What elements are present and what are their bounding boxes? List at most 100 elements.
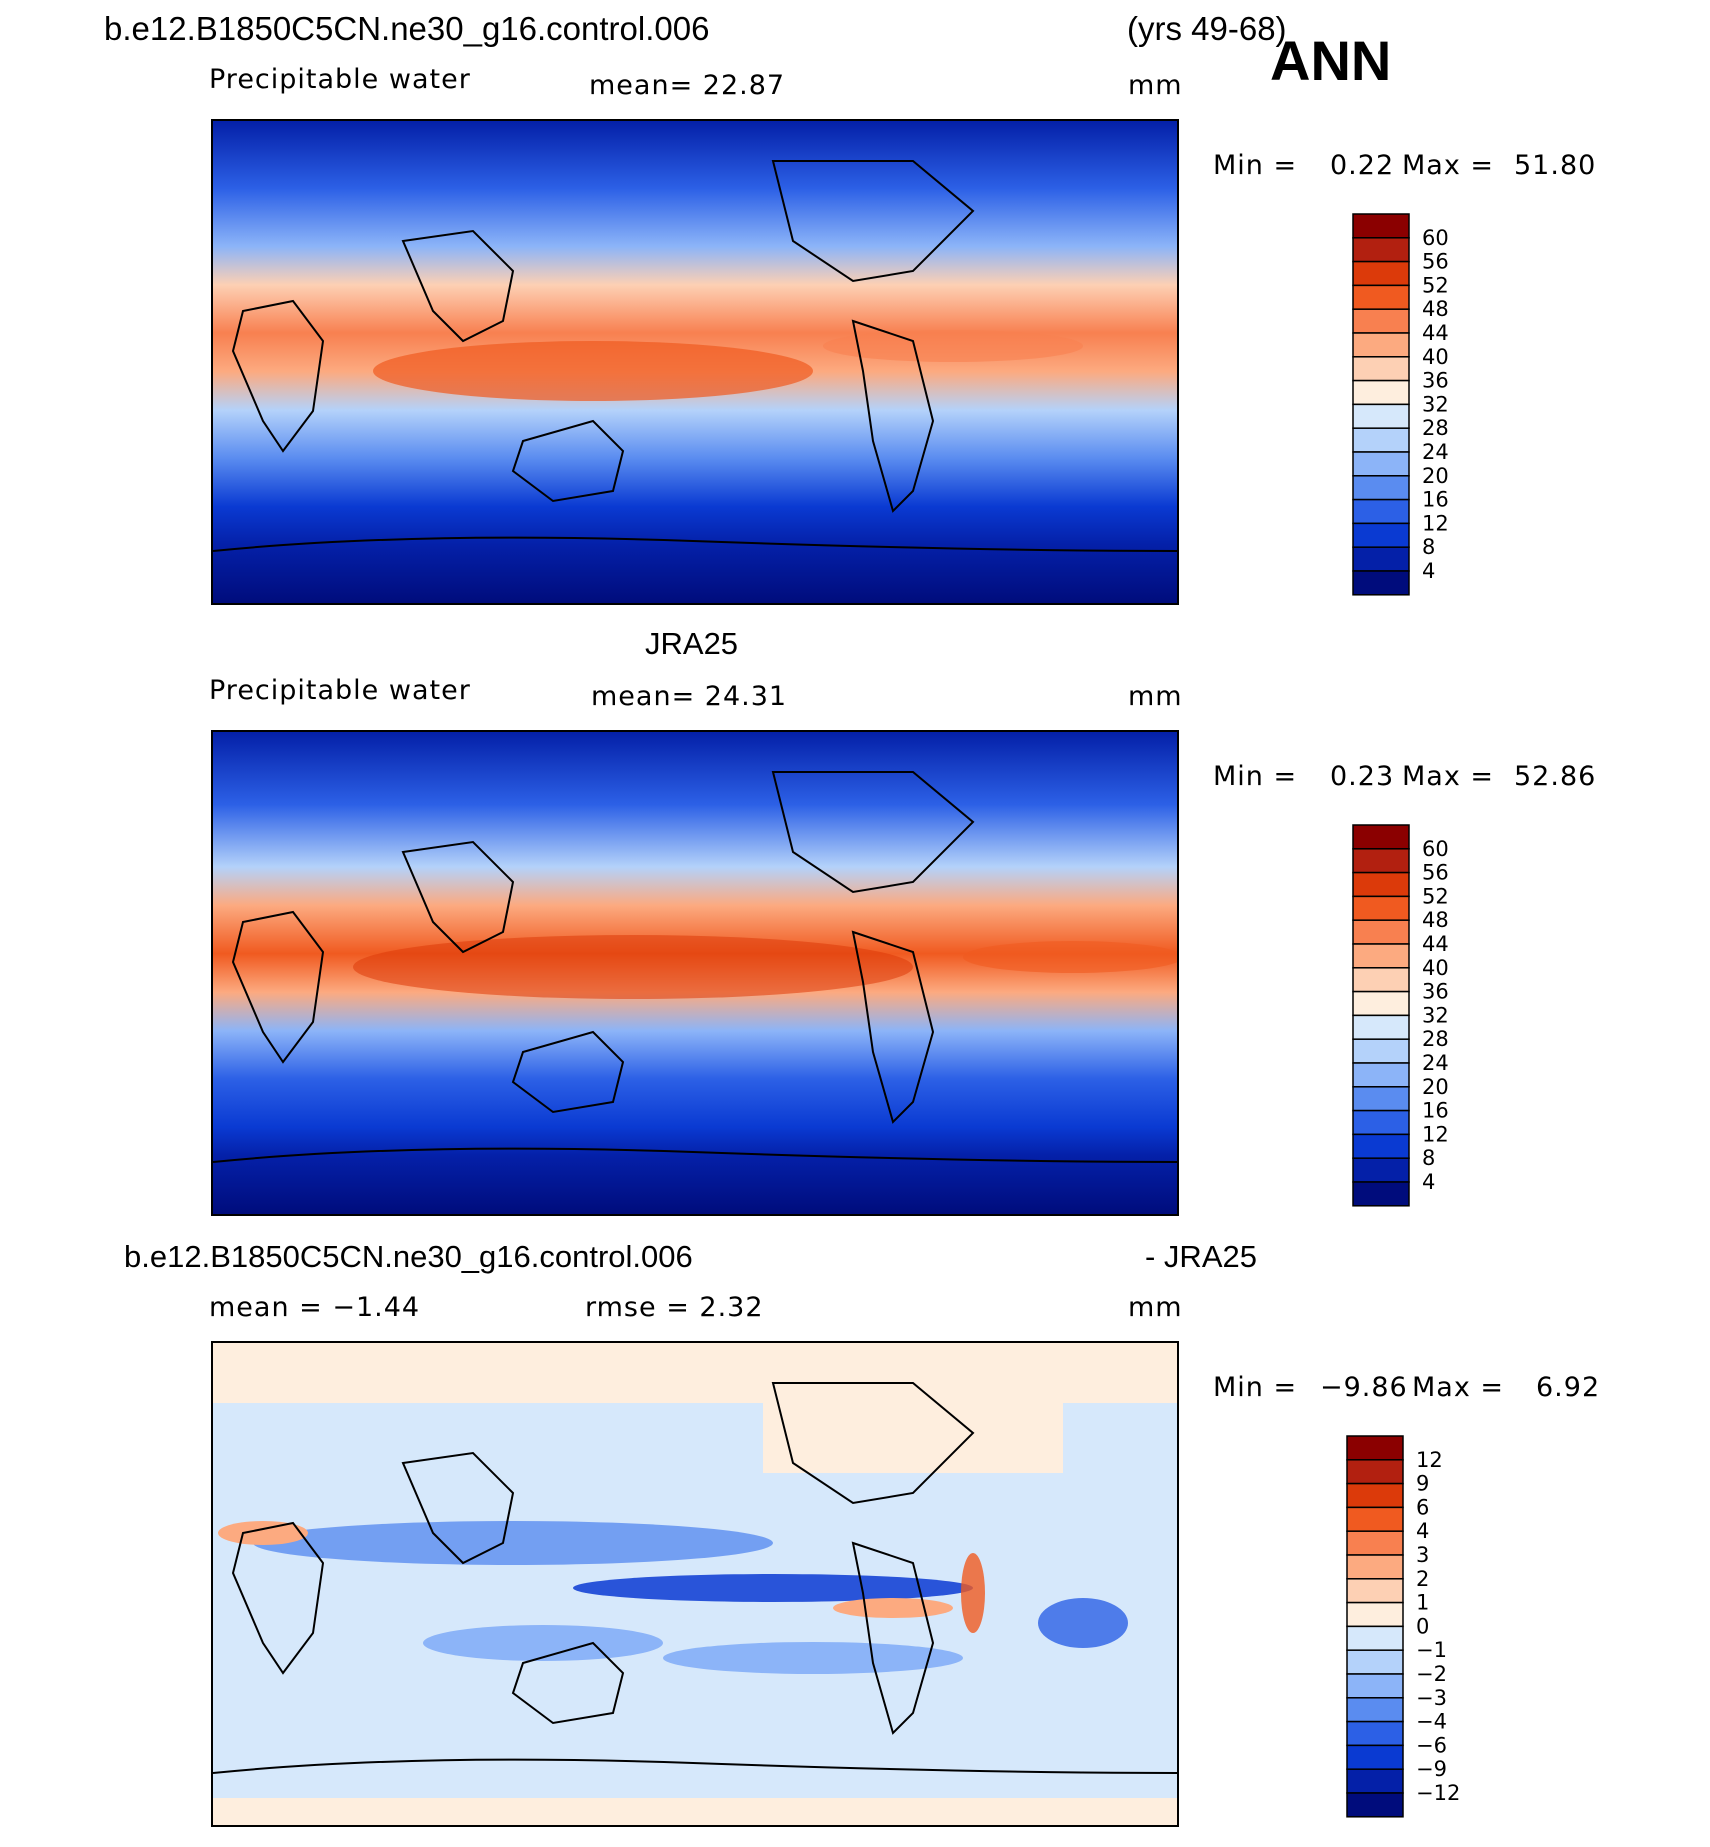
colorbar-tick-label: 4: [1422, 1170, 1435, 1194]
colorbar-segment: [1352, 498, 1410, 525]
colorbar-segment: [1352, 848, 1410, 874]
colorbar-tick-label: 1: [1416, 1591, 1429, 1615]
colorbar-tick-label: −2: [1416, 1662, 1447, 1686]
panel2-colorbar: 60 56 52 48 44 40 36 32 28 24 20 16 12 8 4: [1352, 824, 1482, 1209]
colorbar-tick-label: 12: [1416, 1448, 1443, 1472]
panel2-variable-label: Precipitable water: [209, 675, 471, 706]
colorbar-tick-label: 52: [1422, 884, 1449, 908]
colorbar-segment: [1352, 1109, 1410, 1136]
panel1-map: [211, 119, 1179, 605]
colorbar-tick-label: −4: [1416, 1710, 1447, 1734]
panel3-title-right: - JRA25: [1145, 1239, 1257, 1274]
colorbar-segment: [1346, 1601, 1404, 1628]
season-label: ANN: [1270, 29, 1392, 92]
colorbar-tick-label: 48: [1422, 297, 1449, 321]
colorbar-segment: [1352, 1133, 1410, 1159]
colorbar-segment: [1346, 1482, 1404, 1509]
colorbar-segment: [1346, 1720, 1404, 1747]
colorbar-segment: [1352, 943, 1410, 969]
panel2-mean-label: mean= 24.31: [591, 681, 788, 712]
colorbar-segment: [1352, 1062, 1410, 1088]
colorbar-tick-label: 24: [1422, 440, 1449, 464]
colorbar-segment: [1352, 356, 1410, 382]
colorbar-segment: [1352, 379, 1410, 406]
colorbar-segment: [1352, 332, 1410, 358]
panel2-min-label: Min =: [1213, 761, 1298, 792]
colorbar-tick-label: 44: [1422, 321, 1449, 345]
colorbar-segment: [1346, 1459, 1404, 1485]
colorbar-tick-label: 24: [1422, 1051, 1449, 1075]
colorbar-segment: [1352, 895, 1410, 921]
colorbar-segment: [1352, 308, 1410, 334]
colorbar-tick-label: −1: [1416, 1638, 1447, 1662]
colorbar-segment: [1352, 546, 1410, 572]
colorbar-segment: [1352, 427, 1410, 453]
colorbar-segment: [1352, 967, 1410, 993]
panel3-min-label: Min =: [1213, 1372, 1298, 1403]
colorbar-tick-label: 56: [1422, 250, 1449, 274]
panel2-map: [211, 730, 1179, 1216]
colorbar-segment: [1352, 403, 1410, 429]
colorbar-segment: [1346, 1673, 1404, 1699]
panel1-variable-label: Precipitable water: [209, 64, 471, 95]
colorbar-segment: [1346, 1649, 1404, 1675]
colorbar-tick-label: 40: [1422, 956, 1449, 980]
colorbar-tick-label: 16: [1422, 1099, 1449, 1123]
colorbar-segment: [1352, 237, 1410, 263]
colorbar-tick-label: 52: [1422, 273, 1449, 297]
colorbar-tick-label: 60: [1422, 226, 1449, 250]
colorbar-tick-label: 4: [1416, 1519, 1429, 1543]
years-label: (yrs 49-68): [1127, 10, 1287, 47]
colorbar-segment: [1346, 1625, 1404, 1651]
panel3-colorbar: 12 9 6 4 3 2 1 0 −1 −2 −3 −4 −6 −9 −12: [1346, 1435, 1476, 1820]
colorbar-tick-label: 44: [1422, 932, 1449, 956]
colorbar-segment: [1352, 522, 1410, 548]
colorbar-tick-label: −9: [1416, 1757, 1447, 1781]
panel1-min-value: 0.22: [1330, 150, 1395, 181]
panel3-mean-label: mean = −1.44: [209, 1292, 421, 1323]
colorbar-segment: [1346, 1506, 1404, 1532]
panel2-min-value: 0.23: [1330, 761, 1395, 792]
colorbar-segment: [1352, 1014, 1410, 1040]
panel2-max-label: Max =: [1402, 761, 1495, 792]
panel3-max-value: 6.92: [1536, 1372, 1601, 1403]
panel3-units-label: mm: [1128, 1292, 1183, 1323]
colorbar-segment: [1352, 451, 1410, 477]
colorbar-tick-label: 48: [1422, 908, 1449, 932]
colorbar-tick-label: 4: [1422, 559, 1435, 583]
colorbar-segment: [1346, 1768, 1404, 1794]
panel1-mean-label: mean= 22.87: [589, 70, 786, 101]
colorbar-segment: [1352, 824, 1410, 850]
colorbar-tick-label: 28: [1422, 416, 1449, 440]
case-name-title: b.e12.B1850C5CN.ne30_g16.control.006: [104, 10, 710, 47]
colorbar-segment: [1346, 1697, 1404, 1723]
colorbar-segment: [1352, 1157, 1410, 1183]
colorbar-segment: [1352, 260, 1410, 287]
colorbar-segment: [1352, 213, 1410, 239]
panel1-min-label: Min =: [1213, 150, 1298, 181]
colorbar-tick-label: −12: [1416, 1781, 1460, 1805]
panel2-title: JRA25: [645, 626, 739, 661]
colorbar-segment: [1346, 1578, 1404, 1604]
colorbar-tick-label: 12: [1422, 1122, 1449, 1146]
panel1-units-label: mm: [1128, 70, 1183, 101]
colorbar-segment: [1352, 871, 1410, 898]
colorbar-tick-label: 6: [1416, 1495, 1429, 1519]
colorbar-segment: [1352, 284, 1410, 310]
colorbar-tick-label: 32: [1422, 1003, 1449, 1027]
colorbar-tick-label: 60: [1422, 837, 1449, 861]
colorbar-segment: [1346, 1530, 1404, 1556]
colorbar-segment: [1352, 1086, 1410, 1112]
colorbar-tick-label: 9: [1416, 1472, 1429, 1496]
coastline-outline: [213, 160, 1177, 552]
panel1-colorbar: 60 56 52 48 44 40 36 32 28 24 20 16 12 8 4: [1352, 213, 1482, 598]
colorbar-segment: [1352, 1181, 1410, 1207]
panel3-map: [211, 1341, 1179, 1827]
coastline-outline: [213, 771, 1177, 1163]
colorbar-tick-label: −6: [1416, 1733, 1447, 1757]
panel3-title-left: b.e12.B1850C5CN.ne30_g16.control.006: [124, 1239, 693, 1274]
colorbar-tick-label: 2: [1416, 1567, 1429, 1591]
colorbar-segment: [1352, 475, 1410, 501]
colorbar-tick-label: 3: [1416, 1543, 1429, 1567]
colorbar-tick-label: 36: [1422, 369, 1449, 393]
